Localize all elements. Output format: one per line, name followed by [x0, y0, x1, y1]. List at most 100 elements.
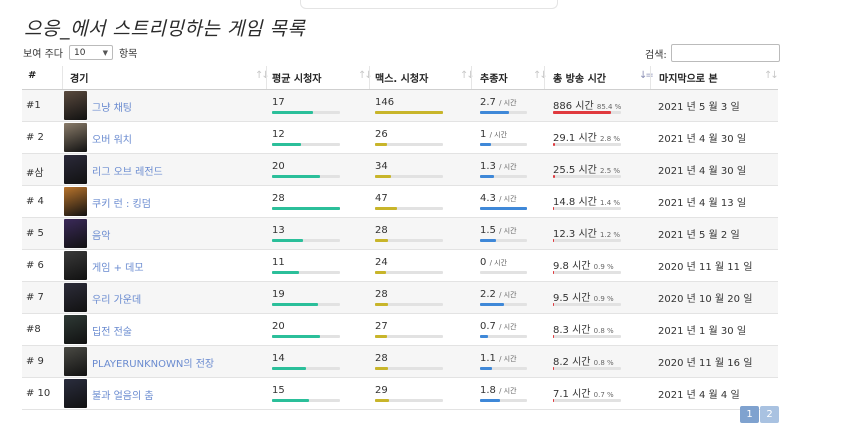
followers-value: 2.7 / 시간 [480, 97, 517, 108]
sort-desc-icon[interactable]: ↓= [639, 70, 654, 81]
table-row: # 10 불과 얼음의 춤 15 29 1.8 / 시간 7.1 시간 0.7 … [22, 378, 778, 410]
header-divider [650, 66, 651, 89]
table-body: #1 그냥 채팅 17 146 2.7 / 시간 886 시간 85.4 % 2… [22, 90, 778, 410]
game-thumbnail[interactable] [64, 251, 87, 280]
game-thumbnail[interactable] [64, 283, 87, 312]
avg-viewers-bar [272, 271, 340, 274]
max-viewers-bar [375, 111, 443, 114]
total-hours-value: 12.3 시간 1.2 % [553, 229, 621, 240]
followers-bar [480, 335, 527, 338]
row-rank: # 2 [26, 132, 44, 143]
col-total-hours[interactable]: 총 방송 시간 [553, 74, 606, 85]
sort-icon[interactable]: ↑↓ [255, 70, 270, 81]
col-rank[interactable]: # [28, 70, 37, 81]
avg-viewers-bar [272, 335, 340, 338]
last-seen-date: 2021 년 5 월 3 일 [658, 102, 740, 113]
page-title: 으응_에서 스트리밍하는 게임 목록 [24, 18, 306, 40]
last-seen-date: 2021 년 5 월 2 일 [658, 230, 740, 241]
table-row: # 2 오버 워치 12 26 1 / 시간 29.1 시간 2.8 % 202… [22, 122, 778, 154]
col-last-seen[interactable]: 마지막으로 본 [659, 74, 718, 85]
sort-icon[interactable]: ↑↓ [460, 70, 475, 81]
game-link[interactable]: PLAYERUNKNOWN의 전장 [92, 359, 215, 370]
followers-value: 2.2 / 시간 [480, 289, 517, 300]
followers-bar [480, 143, 527, 146]
followers-value: 1.3 / 시간 [480, 161, 517, 172]
game-link[interactable]: 오버 워치 [92, 135, 132, 146]
game-thumbnail[interactable] [64, 91, 87, 120]
row-rank: # 6 [26, 260, 44, 271]
game-link[interactable]: 음악 [92, 231, 111, 242]
col-game[interactable]: 경기 [70, 74, 89, 85]
last-seen-date: 2021 년 4 월 4 일 [658, 390, 740, 401]
length-value: 10 [73, 47, 86, 58]
game-link[interactable]: 그냥 채팅 [92, 103, 132, 114]
total-hours-bar [553, 303, 621, 306]
last-seen-date: 2020 년 10 월 20 일 [658, 294, 753, 305]
game-thumbnail[interactable] [64, 187, 87, 216]
sort-icon[interactable]: ↑↓ [358, 70, 373, 81]
max-viewers-bar [375, 303, 443, 306]
header-divider [266, 66, 267, 89]
game-thumbnail[interactable] [64, 219, 87, 248]
search-input[interactable] [670, 44, 780, 62]
game-link[interactable]: 쿠키 런 : 킹덤 [92, 199, 151, 210]
length-select[interactable]: 10 ▼ [68, 45, 113, 60]
total-hours-value: 9.8 시간 0.9 % [553, 261, 614, 272]
row-rank: #8 [26, 324, 41, 335]
max-viewers-bar [375, 143, 443, 146]
max-viewers-value: 29 [375, 385, 388, 396]
max-viewers-bar [375, 239, 443, 242]
max-viewers-value: 24 [375, 257, 388, 268]
game-link[interactable]: 리그 오브 레전드 [92, 167, 163, 178]
max-viewers-value: 26 [375, 129, 388, 140]
col-avg-viewers[interactable]: 평균 시청자 [272, 74, 322, 85]
game-thumbnail[interactable] [64, 347, 87, 376]
table-row: # 5 음악 13 28 1.5 / 시간 12.3 시간 1.2 % 2021… [22, 218, 778, 250]
page-1-button[interactable]: 1 [740, 406, 759, 423]
header-divider [471, 66, 472, 89]
avg-viewers-bar [272, 399, 340, 402]
table-row: # 9 PLAYERUNKNOWN의 전장 14 28 1.1 / 시간 8.2… [22, 346, 778, 378]
game-link[interactable]: 딥전 전술 [92, 327, 132, 338]
search-label: 검색: [645, 49, 667, 61]
game-thumbnail[interactable] [64, 155, 87, 184]
row-rank: # 4 [26, 196, 44, 207]
followers-bar [480, 207, 527, 210]
table-row: # 6 게임 + 데모 11 24 0 / 시간 9.8 시간 0.9 % 20… [22, 250, 778, 282]
avg-viewers-value: 15 [272, 385, 285, 396]
sort-icon[interactable]: ↑↓ [533, 70, 548, 81]
header-divider [62, 66, 63, 89]
length-menu: 보여 주다 10 ▼ 항목 [23, 45, 137, 60]
game-thumbnail[interactable] [64, 379, 87, 408]
max-viewers-value: 146 [375, 97, 395, 108]
followers-value: 0 / 시간 [480, 257, 508, 268]
total-hours-value: 7.1 시간 0.7 % [553, 389, 614, 400]
avg-viewers-bar [272, 303, 340, 306]
top-strip [300, 0, 558, 9]
last-seen-date: 2021 년 1 월 30 일 [658, 326, 747, 337]
game-thumbnail[interactable] [64, 123, 87, 152]
followers-bar [480, 111, 527, 114]
total-hours-value: 8.3 시간 0.8 % [553, 325, 614, 336]
game-link[interactable]: 불과 얼음의 춤 [92, 391, 154, 402]
page-2-button[interactable]: 2 [760, 406, 779, 423]
sort-icon[interactable]: ↑↓ [764, 70, 779, 81]
avg-viewers-bar [272, 207, 340, 210]
game-link[interactable]: 우리 가운데 [92, 295, 142, 306]
total-hours-bar [553, 335, 621, 338]
followers-value: 4.3 / 시간 [480, 193, 517, 204]
header-divider [544, 66, 545, 89]
length-suffix: 항목 [118, 49, 138, 60]
game-link[interactable]: 게임 + 데모 [92, 263, 144, 274]
avg-viewers-value: 17 [272, 97, 285, 108]
table-row: # 7 우리 가운데 19 28 2.2 / 시간 9.5 시간 0.9 % 2… [22, 282, 778, 314]
max-viewers-bar [375, 175, 443, 178]
followers-bar [480, 367, 527, 370]
pagination: 1 2 [740, 406, 779, 423]
col-max-viewers[interactable]: 맥스. 시청자 [375, 74, 429, 85]
followers-value: 1.8 / 시간 [480, 385, 517, 396]
followers-bar [480, 239, 527, 242]
col-followers[interactable]: 추종자 [480, 74, 508, 85]
game-thumbnail[interactable] [64, 315, 87, 344]
max-viewers-bar [375, 399, 443, 402]
